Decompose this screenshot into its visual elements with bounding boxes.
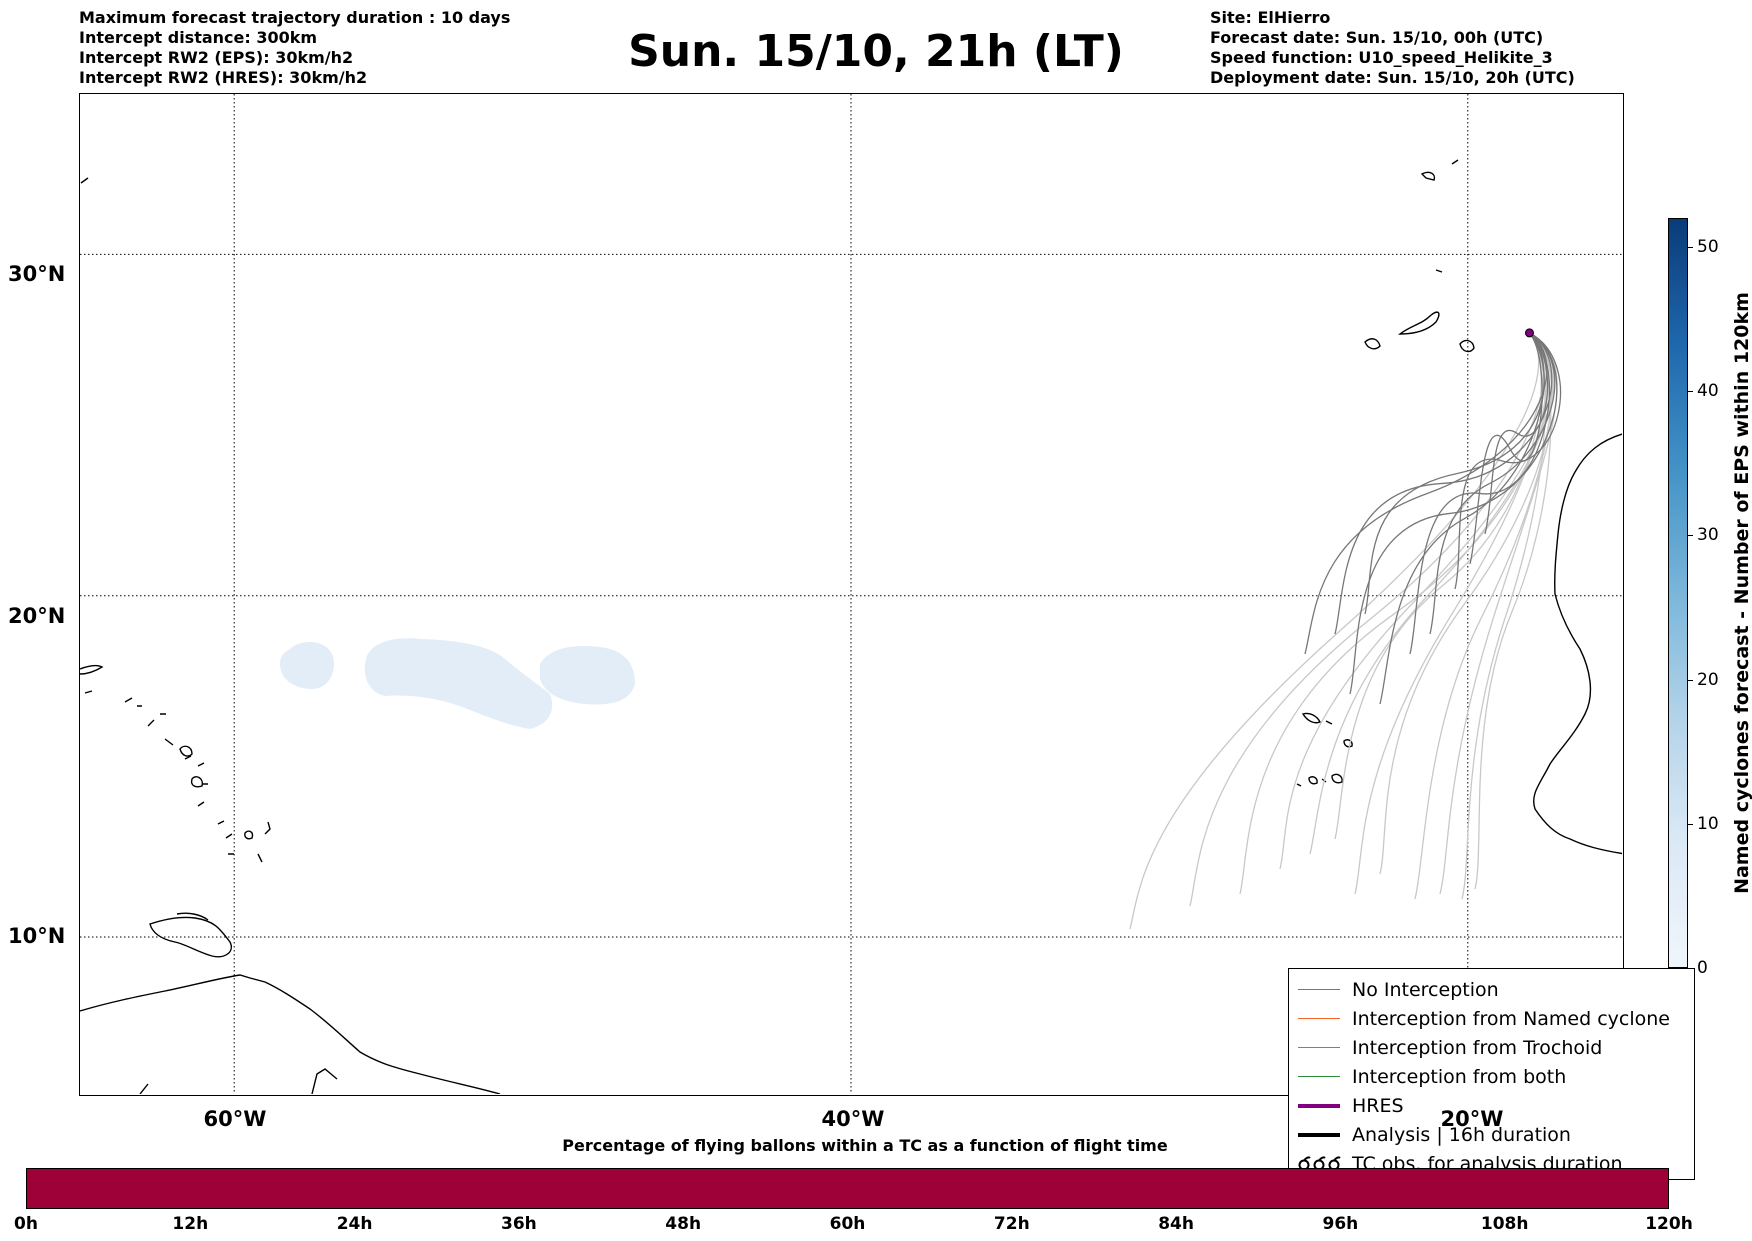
cyclone-area-1 bbox=[364, 638, 553, 729]
legend-label: Interception from Trochoid bbox=[1352, 1036, 1603, 1059]
info-intercept-distance: Intercept distance: 300km bbox=[79, 28, 318, 47]
legend-item-hres: HRES bbox=[1289, 1091, 1694, 1120]
info-site: Site: ElHierro bbox=[1210, 8, 1331, 27]
flight-time-tick-label: 84h bbox=[1158, 1214, 1194, 1234]
cyclone-area-2 bbox=[540, 645, 635, 705]
legend-line-purple bbox=[1298, 1103, 1340, 1108]
colorbar-label: Named cyclones forecast - Number of EPS … bbox=[1731, 292, 1752, 894]
info-deployment-date: Deployment date: Sun. 15/10, 20h (UTC) bbox=[1210, 68, 1575, 87]
trajectory-7 bbox=[1379, 332, 1553, 875]
trajectory-16 bbox=[1379, 332, 1545, 705]
colorbar-tick-mark bbox=[1688, 823, 1693, 825]
site-parameters: Site: ElHierro Forecast date: Sun. 15/10… bbox=[1210, 8, 1575, 88]
colorbar-tick-label: 10 bbox=[1697, 813, 1719, 834]
cyclone-area-0 bbox=[280, 642, 334, 689]
trajectory-18 bbox=[1429, 332, 1556, 635]
lon-label-20w: 20°W bbox=[1440, 1107, 1504, 1131]
flight-time-colorbar bbox=[26, 1168, 1669, 1209]
coastlines bbox=[80, 159, 1622, 1094]
flight-time-tick-label: 12h bbox=[172, 1214, 209, 1234]
legend-item-both: Interception from both bbox=[1289, 1062, 1694, 1091]
legend-line-olive bbox=[1298, 1046, 1340, 1049]
lon-label-60w: 60°W bbox=[203, 1107, 267, 1131]
flight-time-tick-label: 24h bbox=[336, 1214, 373, 1234]
flight-time-colorbar-title: Percentage of flying ballons within a TC… bbox=[562, 1136, 1168, 1155]
trajectory-2 bbox=[1239, 332, 1549, 895]
trajectory-19 bbox=[1454, 332, 1562, 590]
colorbar-tick-label: 50 bbox=[1697, 236, 1719, 257]
colorbar-tick-label: 30 bbox=[1697, 525, 1719, 546]
lon-label-40w: 40°W bbox=[821, 1107, 885, 1131]
info-duration: Maximum forecast trajectory duration : 1… bbox=[79, 8, 511, 27]
legend-item-analysis: Analysis | 16h duration bbox=[1289, 1120, 1694, 1149]
forecast-parameters: Maximum forecast trajectory duration : 1… bbox=[79, 8, 510, 88]
colorbar-tick-mark bbox=[1688, 391, 1693, 393]
eps-trajectories bbox=[1129, 332, 1562, 930]
cyclone-forecast-area bbox=[280, 638, 635, 729]
trajectory-20 bbox=[1469, 332, 1543, 565]
info-speed-function: Speed function: U10_speed_Helikite_3 bbox=[1210, 48, 1553, 67]
colorbar-tick-label: 20 bbox=[1697, 669, 1719, 690]
legend-item-no-interception: No Interception bbox=[1289, 975, 1694, 1004]
graticule bbox=[80, 94, 1622, 1094]
legend-line-black bbox=[1298, 1132, 1340, 1137]
colorbar-tick-mark bbox=[1688, 246, 1693, 248]
lat-label-10n: 10°N bbox=[8, 924, 66, 948]
trajectory-13 bbox=[1334, 332, 1553, 635]
trajectory-12 bbox=[1304, 332, 1548, 655]
trajectory-0 bbox=[1129, 332, 1540, 930]
legend-label: Analysis | 16h duration bbox=[1352, 1123, 1571, 1146]
lat-label-20n: 20°N bbox=[8, 604, 66, 628]
info-forecast-date: Forecast date: Sun. 15/10, 00h (UTC) bbox=[1210, 28, 1544, 47]
colorbar-tick-mark bbox=[1688, 535, 1693, 537]
legend-label: HRES bbox=[1352, 1094, 1404, 1117]
site-marker bbox=[1524, 328, 1534, 338]
flight-time-tick-label: 48h bbox=[665, 1214, 702, 1234]
map-panel[interactable]: No Interception Interception from Named … bbox=[79, 93, 1695, 1180]
legend-line-orange bbox=[1298, 1017, 1340, 1020]
lat-label-30n: 30°N bbox=[8, 262, 66, 286]
flight-time-tick-label: 72h bbox=[993, 1214, 1030, 1234]
trajectory-21 bbox=[1484, 332, 1549, 535]
trajectory-4 bbox=[1309, 332, 1555, 855]
trajectory-5 bbox=[1334, 332, 1542, 840]
legend-label: Interception from Named cyclone bbox=[1352, 1007, 1670, 1030]
colorbar-tick-label: 40 bbox=[1697, 381, 1719, 402]
colorbar-tick-label: 0 bbox=[1697, 958, 1708, 978]
trajectory-14 bbox=[1349, 332, 1558, 695]
legend-line-grey bbox=[1298, 988, 1340, 991]
legend-item-named-cyclone: Interception from Named cyclone bbox=[1289, 1004, 1694, 1033]
trajectory-15 bbox=[1364, 332, 1545, 615]
colorbar-tick-mark bbox=[1688, 968, 1693, 969]
flight-time-tick-label: 60h bbox=[829, 1214, 866, 1234]
flight-time-tick-label: 36h bbox=[501, 1214, 537, 1234]
colorbar-tick-mark bbox=[1688, 679, 1693, 681]
flight-time-tick-label: 108h bbox=[1480, 1214, 1529, 1234]
flight-time-tick-label: 0h bbox=[14, 1214, 38, 1234]
page-title: Sun. 15/10, 21h (LT) bbox=[628, 26, 1124, 77]
trajectory-10 bbox=[1461, 332, 1546, 900]
legend-label: Interception from both bbox=[1352, 1065, 1567, 1088]
legend-line-green bbox=[1298, 1075, 1340, 1078]
flight-time-tick-label: 96h bbox=[1322, 1214, 1359, 1234]
map-canvas bbox=[80, 94, 1622, 1094]
flight-time-tick-label: 120h bbox=[1645, 1214, 1693, 1234]
info-intercept-hres: Intercept RW2 (HRES): 30km/h2 bbox=[79, 68, 368, 87]
cyclone-count-colorbar bbox=[1668, 218, 1688, 968]
legend-label: No Interception bbox=[1352, 978, 1499, 1001]
legend-item-trochoid: Interception from Trochoid bbox=[1289, 1033, 1694, 1062]
info-intercept-eps: Intercept RW2 (EPS): 30km/h2 bbox=[79, 48, 354, 67]
trajectory-1 bbox=[1189, 332, 1544, 907]
